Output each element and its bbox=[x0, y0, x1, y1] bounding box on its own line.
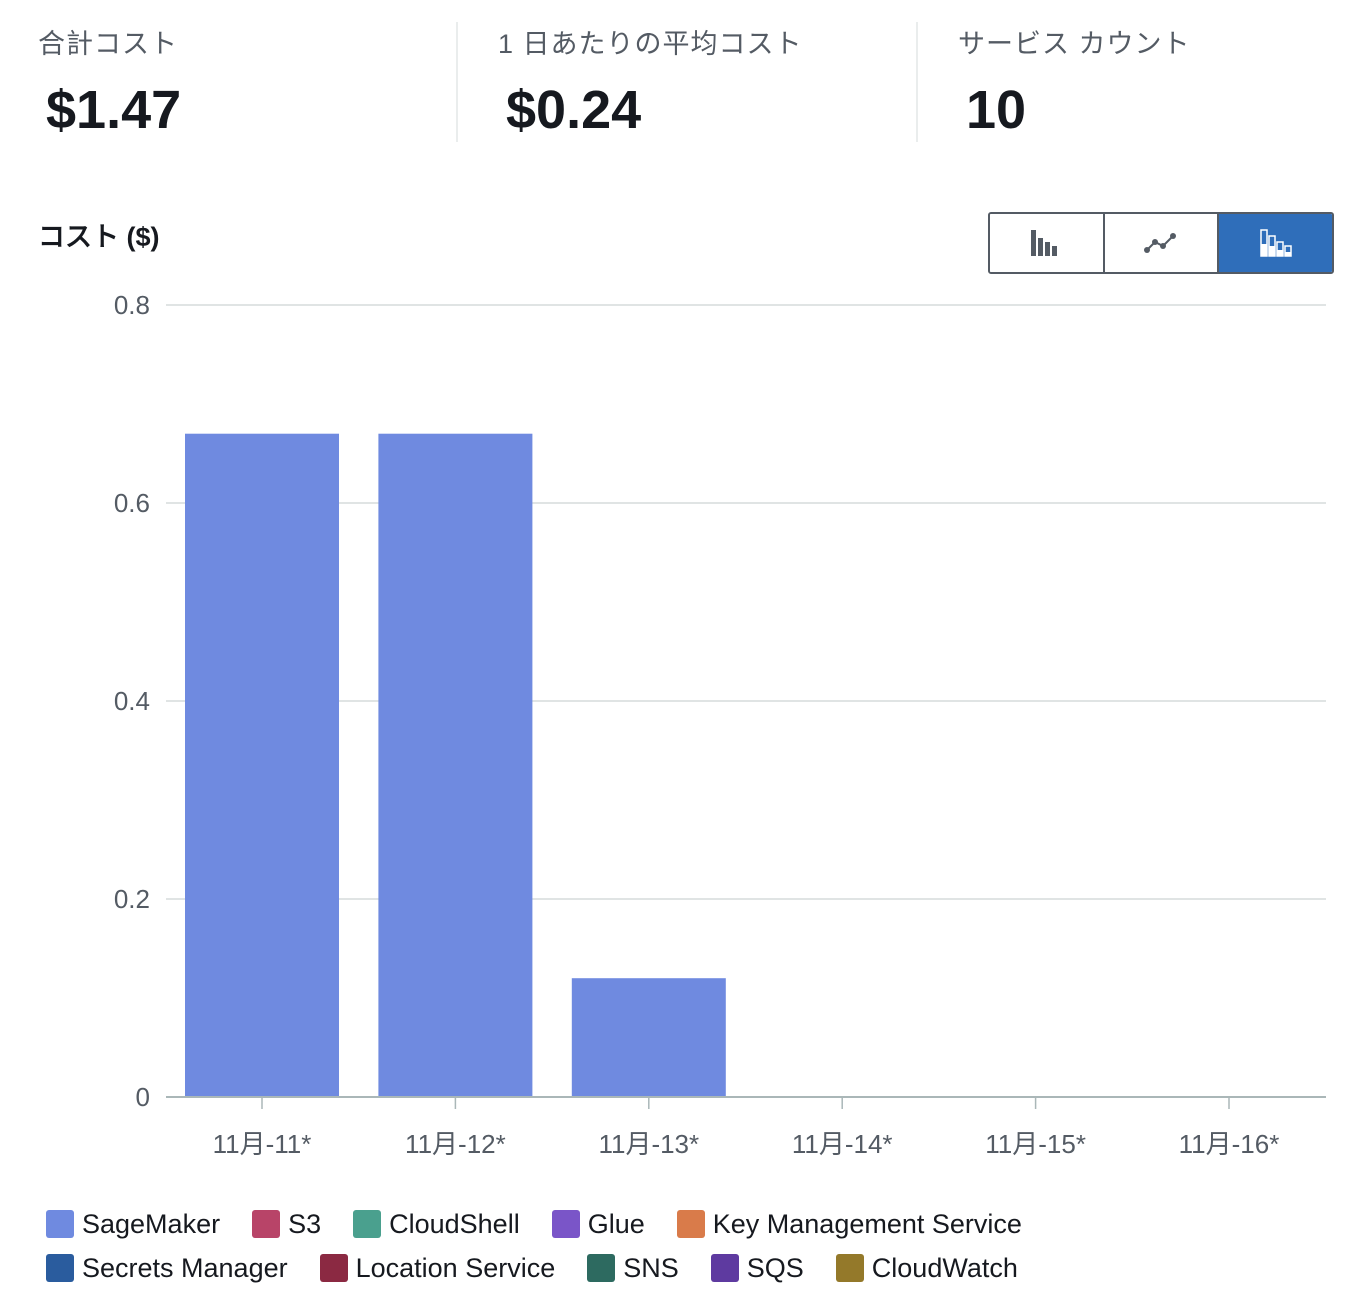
legend-item[interactable]: SageMaker bbox=[46, 1209, 220, 1240]
bar-sagemaker bbox=[185, 433, 339, 1097]
legend-label: Secrets Manager bbox=[82, 1252, 288, 1283]
legend-row: Secrets Manager Location Service SNS SQS Clo… bbox=[46, 1246, 1346, 1290]
chart-type-toggle bbox=[988, 212, 1334, 274]
y-tick-label: 0.2 bbox=[114, 884, 150, 914]
x-tick-label: 11月-13* bbox=[598, 1129, 699, 1159]
cost-chart: 0 0.2 0.4 0.6 0.8 11月-11* 11月-12* 11月-13* 11月-14… bbox=[114, 290, 1326, 1159]
legend-swatch bbox=[587, 1254, 616, 1282]
legend-item[interactable]: S3 bbox=[252, 1209, 321, 1240]
y-tick-label: 0.8 bbox=[114, 290, 150, 320]
legend-swatch bbox=[676, 1210, 705, 1238]
legend-item[interactable]: SNS bbox=[587, 1253, 679, 1284]
legend-item[interactable]: Key Management Service bbox=[676, 1208, 1022, 1240]
chart-legend: SageMaker S3 CloudShell Glue Key Management … bbox=[46, 1202, 1346, 1290]
total-cost-metric: 合計コスト $1.47 bbox=[38, 22, 181, 142]
cost-summary: 合計コスト $1.47 1 日あたりの平均コスト $0.24 サービス カウント… bbox=[0, 0, 1372, 150]
legend-swatch bbox=[353, 1210, 382, 1238]
legend-swatch bbox=[551, 1210, 580, 1238]
legend-swatch bbox=[46, 1254, 74, 1282]
y-tick-label: 0.4 bbox=[114, 686, 150, 716]
legend-swatch bbox=[319, 1254, 348, 1282]
legend-label: CloudShell bbox=[389, 1208, 520, 1239]
bar-sagemaker bbox=[571, 978, 726, 1097]
total-cost-label: 合計コスト bbox=[38, 29, 178, 59]
legend-label: SNS bbox=[623, 1252, 679, 1283]
x-tick-label: 11月-11* bbox=[213, 1129, 312, 1159]
legend-label: SQS bbox=[746, 1252, 804, 1283]
legend-item[interactable]: CloudWatch bbox=[835, 1252, 1018, 1284]
legend-label: Location Service bbox=[355, 1252, 556, 1283]
average-cost-metric: 1 日あたりの平均コスト $0.24 bbox=[498, 22, 803, 142]
service-count-label: サービス カウント bbox=[958, 29, 1191, 59]
legend-swatch bbox=[46, 1210, 74, 1238]
legend-swatch bbox=[252, 1210, 281, 1238]
legend-label: S3 bbox=[288, 1208, 322, 1239]
average-cost-value: $0.24 bbox=[506, 80, 642, 140]
total-cost-value: $1.47 bbox=[46, 80, 182, 140]
legend-item[interactable]: CloudShell bbox=[353, 1209, 520, 1240]
legend-label: Glue bbox=[587, 1208, 645, 1239]
legend-item[interactable]: Location Service bbox=[319, 1252, 556, 1284]
bar-chart-icon bbox=[1031, 230, 1058, 256]
legend-label: CloudWatch bbox=[871, 1252, 1018, 1283]
chart-title: コスト ($) bbox=[38, 222, 160, 252]
stacked-bar-chart-button[interactable] bbox=[1217, 214, 1332, 272]
legend-swatch bbox=[835, 1254, 864, 1282]
x-tick-label: 11月-14* bbox=[792, 1129, 893, 1159]
x-tick-label: 11月-15* bbox=[985, 1129, 1086, 1159]
legend-row: SageMaker S3 CloudShell Glue Key Management … bbox=[46, 1202, 1346, 1246]
legend-item[interactable]: Secrets Manager bbox=[46, 1253, 288, 1284]
stacked-bar-chart-icon bbox=[1259, 229, 1292, 257]
line-chart-icon bbox=[1144, 233, 1176, 253]
metric-divider bbox=[456, 22, 458, 142]
legend-label: SageMaker bbox=[82, 1208, 221, 1239]
average-cost-label: 1 日あたりの平均コスト bbox=[498, 29, 803, 59]
legend-label: Key Management Service bbox=[712, 1208, 1022, 1239]
bar-chart-button[interactable] bbox=[990, 214, 1103, 272]
service-count-value: 10 bbox=[966, 80, 1027, 140]
x-tick-label: 11月-16* bbox=[1179, 1129, 1280, 1159]
y-tick-label: 0 bbox=[136, 1082, 150, 1112]
metric-divider bbox=[916, 22, 918, 142]
legend-item[interactable]: Glue bbox=[551, 1208, 645, 1240]
x-tick-label: 11月-12* bbox=[405, 1129, 506, 1159]
y-tick-label: 0.6 bbox=[114, 488, 150, 518]
legend-item[interactable]: SQS bbox=[710, 1252, 804, 1284]
legend-swatch bbox=[710, 1254, 739, 1282]
bar-sagemaker bbox=[378, 433, 533, 1097]
line-chart-button[interactable] bbox=[1102, 214, 1218, 272]
service-count-metric: サービス カウント 10 bbox=[958, 22, 1191, 142]
